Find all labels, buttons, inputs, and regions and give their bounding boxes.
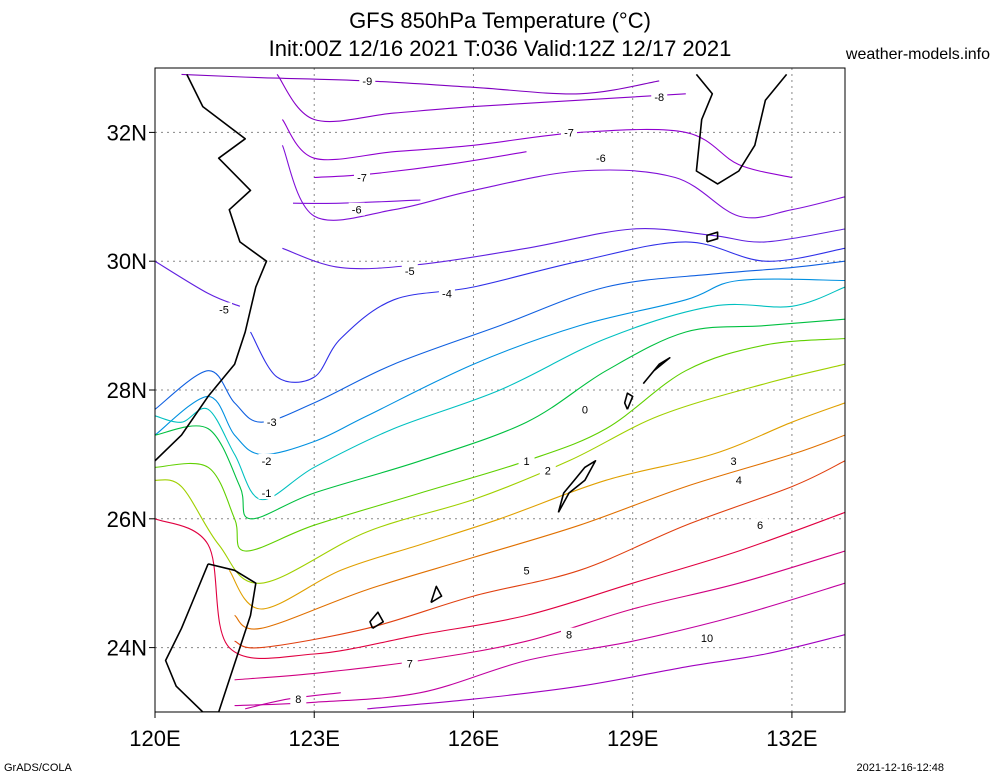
contour-label-bg — [699, 630, 715, 644]
x-tick-label: 123E — [289, 726, 340, 751]
y-tick-label: 28N — [107, 378, 147, 403]
contour-label: 8 — [566, 630, 572, 642]
contour-label-bg — [263, 415, 280, 429]
contour-label-bg — [258, 486, 275, 500]
coastline-yakushima — [706, 231, 719, 243]
contour-label-bg — [354, 170, 370, 184]
contour-label-bg — [539, 463, 556, 477]
coastline-tokunoshima — [623, 392, 634, 410]
contour-label: -2 — [262, 456, 272, 468]
contour-label: 5 — [523, 565, 529, 577]
contour-label: 7 — [407, 659, 413, 671]
isotherm-minus8 — [276, 74, 686, 123]
contour-label-bg — [216, 302, 232, 316]
contour-label-bg — [561, 125, 577, 139]
contour-label-bg — [651, 89, 668, 103]
isotherm-minus2 — [155, 278, 845, 455]
contour-label: 3 — [730, 456, 736, 468]
isotherm-minus4 — [250, 241, 845, 383]
axis-ticks: 120E 123E 126E 129E 132E 24N 26N 28N 30N 32N — [107, 120, 818, 751]
contour-label: -5 — [405, 266, 415, 278]
isotherm-minus7 — [314, 151, 527, 179]
coastline-miyako — [430, 585, 443, 604]
contour-label-bg — [518, 453, 535, 467]
footer-software: GrADS/COLA — [4, 762, 72, 774]
contour-label-bg — [730, 473, 747, 487]
contour-lines — [155, 73, 845, 710]
contour-label: -4 — [442, 288, 452, 300]
contour-label: -9 — [362, 76, 372, 88]
coastline-ishigaki — [369, 611, 384, 629]
isotherm-minus6 — [281, 145, 845, 221]
isotherm-8 — [234, 582, 845, 707]
x-tick-label: 132E — [766, 726, 817, 751]
contour-label: 1 — [523, 456, 529, 468]
contour-label: 2 — [545, 466, 551, 478]
contour-label: -7 — [357, 172, 367, 184]
contour-label-bg — [561, 627, 577, 641]
coastline-amami — [642, 357, 671, 385]
grid-lines — [154, 68, 845, 712]
contour-label: -3 — [267, 417, 277, 429]
isotherm-minus3 — [155, 260, 845, 423]
isotherm-minus7 — [281, 119, 793, 179]
contour-label-bg — [258, 453, 275, 467]
y-tick-label: 24N — [107, 636, 147, 661]
contour-label-bg — [438, 286, 455, 300]
contour-label-bg — [348, 202, 365, 216]
isotherm-minus9 — [181, 73, 660, 95]
contour-label-bg — [592, 151, 609, 165]
footer-timestamp: 2021-12-16-12:48 — [856, 762, 944, 774]
contour-label-bg — [576, 402, 593, 416]
contour-label: -5 — [219, 305, 229, 317]
isotherm-minus6 — [292, 199, 421, 205]
contour-label-bg — [290, 692, 307, 706]
coastline-kyushu — [695, 73, 788, 185]
isotherm-2 — [155, 363, 845, 584]
contour-label: -6 — [352, 205, 362, 217]
isotherm-minus1 — [155, 286, 845, 501]
contour-label: 0 — [582, 404, 588, 416]
y-tick-label: 30N — [107, 249, 147, 274]
coastline-taiwan — [164, 563, 257, 712]
isotherm-3 — [228, 402, 845, 610]
y-tick-label: 26N — [107, 507, 147, 532]
contour-label: 10 — [701, 633, 713, 645]
contour-label: 4 — [736, 475, 742, 487]
contour-label: -8 — [654, 92, 664, 104]
contour-label: 8 — [295, 694, 301, 706]
contour-label: 6 — [757, 520, 763, 532]
coastline-china-coast — [155, 74, 268, 462]
isotherm-minus5 — [282, 228, 845, 270]
isotherm-0 — [155, 318, 845, 520]
isotherm-8 — [245, 692, 341, 710]
contour-label: -7 — [564, 127, 574, 139]
site-credit: weather-models.info — [845, 46, 990, 63]
isotherm-5 — [234, 460, 845, 649]
coastline-okinawa — [557, 460, 597, 513]
isotherm-minus5 — [155, 260, 241, 307]
isotherm-6 — [155, 511, 845, 659]
contour-label: -6 — [596, 153, 606, 165]
coastlines — [155, 73, 788, 712]
isotherm-4 — [234, 434, 845, 630]
contour-label-bg — [518, 563, 535, 577]
isotherm-1 — [155, 337, 845, 552]
contour-labels: -9 -8 -7 -7 -6 -6 -5 -5 -4 -3 -2 -1 0 1 2 34 5 6 7 8 8 10 — [216, 73, 769, 706]
contour-label-bg — [752, 518, 769, 532]
contour-label-bg — [725, 453, 742, 467]
contour-label-bg — [401, 656, 418, 670]
contour-label: -1 — [262, 488, 272, 500]
map-title-line2: Init:00Z 12/16 2021 T:036 Valid:12Z 12/1… — [268, 36, 732, 61]
isotherm-7 — [234, 550, 845, 681]
x-tick-label: 120E — [129, 726, 180, 751]
map-title-line1: GFS 850hPa Temperature (°C) — [349, 8, 651, 33]
x-tick-label: 126E — [448, 726, 499, 751]
y-tick-label: 32N — [107, 120, 147, 145]
x-tick-label: 129E — [607, 726, 658, 751]
isotherm-10 — [367, 634, 845, 710]
contour-label-bg — [401, 263, 418, 277]
contour-label-bg — [359, 73, 376, 87]
